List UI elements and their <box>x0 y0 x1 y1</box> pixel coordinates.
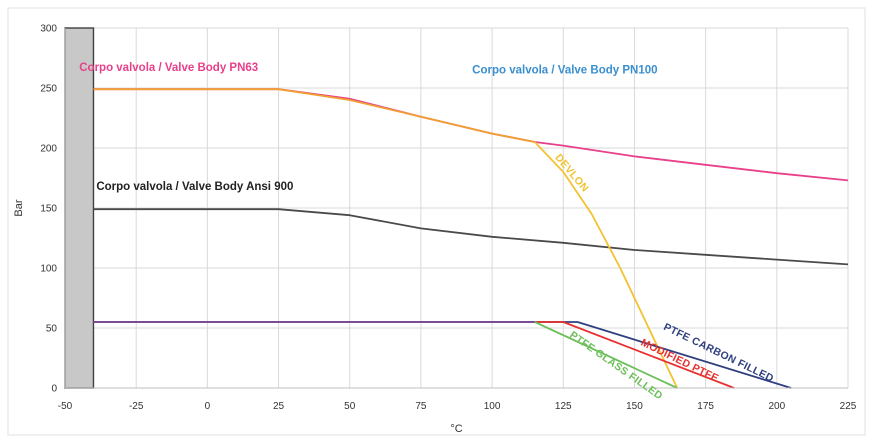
y-tick-label: 200 <box>40 144 57 155</box>
annotation-ann_pn63: Corpo valvola / Valve Body PN63 <box>79 62 258 74</box>
x-tick-label: 0 <box>205 401 211 412</box>
x-tick-label: 200 <box>768 401 785 412</box>
shaded-region <box>64 27 95 389</box>
y-tick-label: 100 <box>40 264 57 275</box>
annotation-ann_pn100: Corpo valvola / Valve Body PN100 <box>472 65 657 77</box>
x-tick-label: 100 <box>484 401 501 412</box>
x-tick-label: -50 <box>58 401 73 412</box>
x-tick-label: 25 <box>273 401 285 412</box>
y-tick-label: 50 <box>46 324 58 335</box>
series-line-devlon <box>534 141 679 389</box>
x-tick-label: -25 <box>129 401 144 412</box>
series-lines <box>93 88 849 389</box>
chart-frame <box>7 7 866 436</box>
x-tick-label: 150 <box>626 401 643 412</box>
x-tick-label: 125 <box>555 401 572 412</box>
y-axis-label: Bar <box>13 199 25 216</box>
series-line-pn100 <box>93 88 535 143</box>
axes <box>64 28 848 389</box>
x-tick-label: 75 <box>415 401 427 412</box>
tick-labels: -50 -25 0 25 50 75 100 125 150 175 200 225 0 50 100 150… <box>40 24 856 413</box>
y-tick-label: 150 <box>40 204 57 215</box>
series-line-ansi900 <box>93 208 849 266</box>
y-tick-label: 300 <box>40 24 57 35</box>
annotation-ann_ansi: Corpo valvola / Valve Body Ansi 900 <box>96 181 293 193</box>
y-tick-label: 250 <box>40 84 57 95</box>
low-temp-shaded-region <box>64 27 95 389</box>
x-tick-label: 225 <box>840 401 857 412</box>
x-axis-label: °C <box>450 423 462 435</box>
x-tick-label: 175 <box>697 401 714 412</box>
y-tick-label: 0 <box>51 384 57 395</box>
x-tick-label: 50 <box>344 401 356 412</box>
